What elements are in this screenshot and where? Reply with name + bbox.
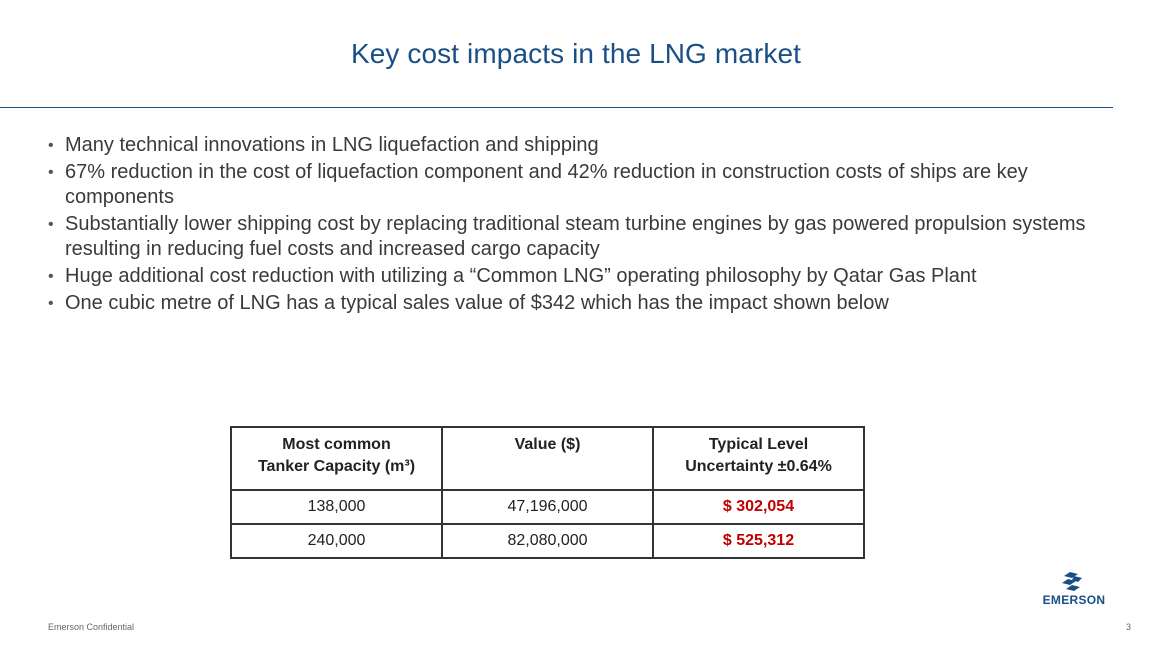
- page-number: 3: [1126, 622, 1132, 632]
- table-row: 240,000 82,080,000 $ 525,312: [230, 523, 865, 559]
- header-value: Value ($): [441, 426, 654, 491]
- table-header-row: Most common Tanker Capacity (m³) Value (…: [230, 426, 865, 491]
- header-capacity-line1: Most common: [282, 436, 391, 453]
- bullet-item: One cubic metre of LNG has a typical sal…: [48, 291, 1108, 316]
- cell-value: 47,196,000: [441, 489, 654, 525]
- confidential-label: Emerson Confidential: [48, 622, 135, 632]
- cell-uncertainty: $ 525,312: [652, 523, 865, 559]
- header-capacity-line2: Tanker Capacity (m³): [257, 458, 416, 475]
- cost-impact-table: Most common Tanker Capacity (m³) Value (…: [230, 426, 865, 559]
- header-uncertainty: Typical Level Uncertainty ±0.64%: [652, 426, 865, 491]
- bullet-item: Huge additional cost reduction with util…: [48, 264, 1108, 289]
- cell-capacity: 240,000: [230, 523, 443, 559]
- cell-uncertainty: $ 302,054: [652, 489, 865, 525]
- bullet-item: Substantially lower shipping cost by rep…: [48, 212, 1108, 262]
- bullet-item: 67% reduction in the cost of liquefactio…: [48, 160, 1108, 210]
- bullet-list: Many technical innovations in LNG liquef…: [48, 133, 1108, 318]
- table-row: 138,000 47,196,000 $ 302,054: [230, 489, 865, 525]
- logo-text: EMERSON: [1042, 593, 1106, 607]
- slide-title: Key cost impacts in the LNG market: [350, 38, 801, 69]
- bullet-item: Many technical innovations in LNG liquef…: [48, 133, 1108, 158]
- emerson-logo-icon: [1062, 572, 1082, 591]
- header-capacity: Most common Tanker Capacity (m³): [230, 426, 443, 491]
- cell-capacity: 138,000: [230, 489, 443, 525]
- header-value-line1: Value ($): [514, 436, 581, 453]
- emerson-logo: EMERSON: [1032, 570, 1116, 608]
- cell-value: 82,080,000: [441, 523, 654, 559]
- header-uncertainty-line1: Typical Level: [708, 436, 809, 453]
- title-divider: [0, 107, 1113, 108]
- header-uncertainty-line2: Uncertainty ±0.64%: [685, 458, 832, 475]
